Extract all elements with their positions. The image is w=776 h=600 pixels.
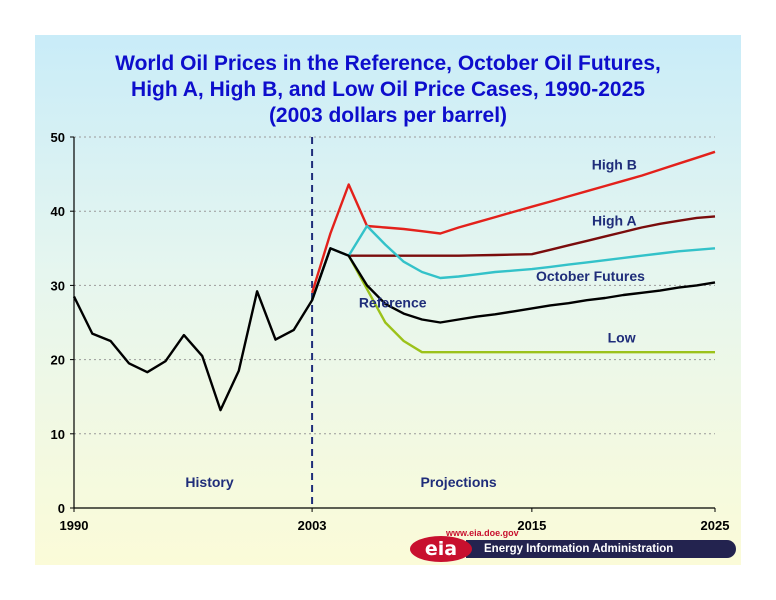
- x-tick-labels: 1990 2003 2015 2025: [60, 518, 730, 533]
- slide-background: [35, 35, 741, 565]
- series-label-high-a: High A: [592, 212, 637, 228]
- y-tick-label-40: 40: [51, 204, 65, 219]
- series-line-low: [347, 255, 715, 354]
- y-tick-label-10: 10: [51, 427, 65, 442]
- x-tick-label-2015: 2015: [517, 518, 546, 533]
- logo-url: www.eia.doe.gov: [446, 528, 519, 538]
- y-tick-labels: 0 10 20 30 40 50: [51, 130, 65, 516]
- series-lines: [72, 150, 716, 412]
- y-tick-label-30: 30: [51, 278, 65, 293]
- x-tick-label-2003: 2003: [298, 518, 327, 533]
- series-label-low: Low: [608, 330, 636, 346]
- series-labels: High B High A October Futures Reference Low: [359, 157, 645, 346]
- y-tick-label-0: 0: [58, 501, 65, 516]
- series-line-reference: [72, 247, 716, 412]
- chart-title-line-3: (2003 dollars per barrel): [268, 104, 508, 127]
- series-line-high-a: [310, 215, 716, 301]
- series-line-october-futures: [310, 224, 716, 301]
- series-label-high-b: High B: [592, 157, 637, 173]
- x-tick-label-2025: 2025: [701, 518, 730, 533]
- y-tick-label-20: 20: [51, 353, 65, 368]
- series-label-october-futures: October Futures: [536, 268, 645, 284]
- annotation-projections: Projections: [420, 474, 496, 490]
- axes: [70, 136, 716, 512]
- series-line-high-b: [310, 150, 716, 294]
- grid-lines: [74, 136, 715, 435]
- chart-title-line-1: World Oil Prices in the Reference, Octob…: [115, 52, 661, 75]
- x-tick-label-1990: 1990: [60, 518, 89, 533]
- y-tick-label-50: 50: [51, 130, 65, 145]
- eia-logo: eia: [410, 536, 472, 562]
- annotation-history: History: [185, 474, 233, 490]
- series-label-reference: Reference: [359, 295, 427, 311]
- logo-org-name: Energy Information Administration: [466, 540, 736, 558]
- chart-title-line-2: High A, High B, and Low Oil Price Cases,…: [131, 78, 645, 101]
